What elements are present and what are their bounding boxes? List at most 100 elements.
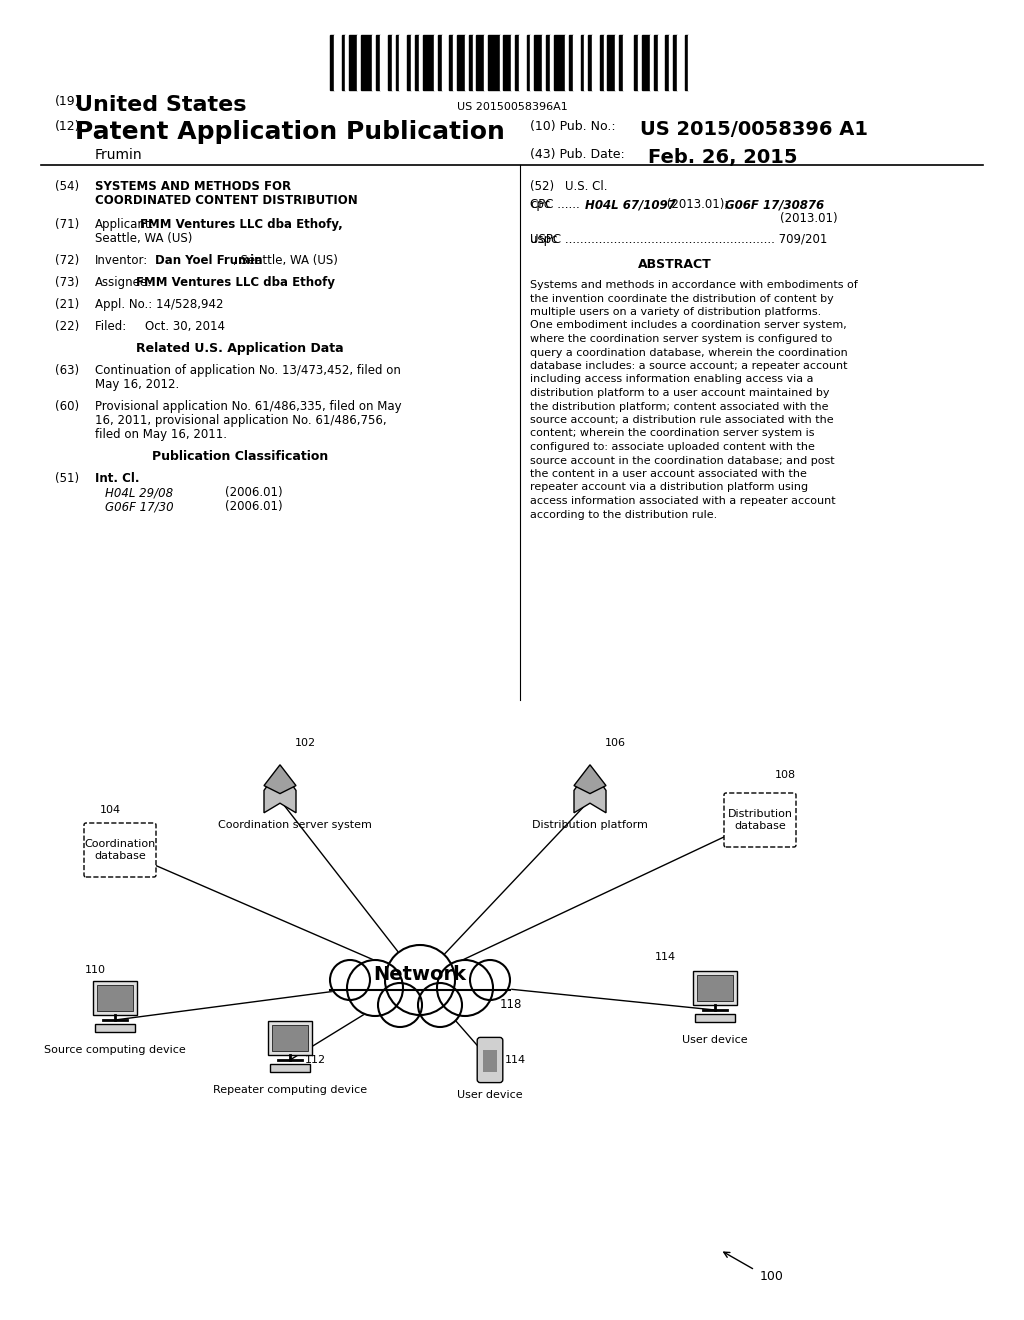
Bar xyxy=(92,981,137,1015)
Circle shape xyxy=(470,960,510,1001)
Text: 118: 118 xyxy=(500,998,522,1011)
Bar xyxy=(620,36,623,90)
Bar xyxy=(519,36,526,90)
Text: including access information enabling access via a: including access information enabling ac… xyxy=(530,375,813,384)
Bar xyxy=(546,36,550,90)
Text: access information associated with a repeater account: access information associated with a rep… xyxy=(530,496,836,506)
Text: Applicant:: Applicant: xyxy=(95,218,155,231)
Bar xyxy=(526,36,530,90)
Text: multiple users on a variety of distribution platforms.: multiple users on a variety of distribut… xyxy=(530,308,821,317)
Text: 110: 110 xyxy=(85,965,106,975)
Text: 112: 112 xyxy=(305,1055,326,1065)
Bar xyxy=(380,36,388,90)
Text: (2013.01);: (2013.01); xyxy=(663,198,732,211)
Bar xyxy=(504,36,511,90)
Text: Repeater computing device: Repeater computing device xyxy=(213,1085,367,1096)
Text: Systems and methods in accordance with embodiments of: Systems and methods in accordance with e… xyxy=(530,280,858,290)
Bar xyxy=(342,36,345,90)
Bar xyxy=(511,36,515,90)
Bar xyxy=(483,1051,497,1072)
Bar xyxy=(550,36,554,90)
Polygon shape xyxy=(264,768,296,813)
Bar xyxy=(653,36,657,90)
Text: (51): (51) xyxy=(55,473,79,484)
Bar xyxy=(357,36,360,90)
Text: filed on May 16, 2011.: filed on May 16, 2011. xyxy=(95,428,227,441)
Bar xyxy=(267,1022,312,1055)
Text: the distribution platform; content associated with the: the distribution platform; content assoc… xyxy=(530,401,828,412)
Bar xyxy=(642,36,650,90)
Bar xyxy=(419,36,423,90)
Bar xyxy=(530,36,535,90)
Text: (73): (73) xyxy=(55,276,79,289)
Bar xyxy=(488,36,500,90)
Bar xyxy=(588,36,592,90)
Bar xyxy=(484,36,488,90)
Bar xyxy=(650,36,653,90)
Bar xyxy=(635,36,638,90)
Text: Int. Cl.: Int. Cl. xyxy=(95,473,139,484)
Bar xyxy=(330,36,334,90)
Text: ABSTRACT: ABSTRACT xyxy=(638,257,712,271)
Circle shape xyxy=(378,983,422,1027)
Bar xyxy=(376,36,380,90)
Text: User device: User device xyxy=(457,1090,523,1100)
Bar xyxy=(607,36,615,90)
Polygon shape xyxy=(264,764,296,793)
Bar xyxy=(695,1014,735,1022)
Text: US 2015/0058396 A1: US 2015/0058396 A1 xyxy=(640,120,868,139)
Text: the content in a user account associated with the: the content in a user account associated… xyxy=(530,469,807,479)
Text: May 16, 2012.: May 16, 2012. xyxy=(95,378,179,391)
Text: content; wherein the coordination server system is: content; wherein the coordination server… xyxy=(530,429,814,438)
Bar xyxy=(411,36,415,90)
Text: source account; a distribution rule associated with the: source account; a distribution rule asso… xyxy=(530,414,834,425)
Bar xyxy=(373,36,376,90)
Bar xyxy=(542,36,546,90)
Text: SYSTEMS AND METHODS FOR: SYSTEMS AND METHODS FOR xyxy=(95,180,291,193)
Bar xyxy=(535,36,542,90)
Polygon shape xyxy=(574,764,606,793)
Text: 102: 102 xyxy=(295,738,316,748)
Text: (12): (12) xyxy=(55,120,81,133)
Text: (21): (21) xyxy=(55,298,79,312)
Bar xyxy=(638,36,642,90)
Bar xyxy=(677,36,685,90)
Text: One embodiment includes a coordination server system,: One embodiment includes a coordination s… xyxy=(530,321,847,330)
Bar xyxy=(500,36,504,90)
Text: Assignee:: Assignee: xyxy=(95,276,153,289)
Bar xyxy=(391,36,395,90)
Bar xyxy=(572,36,581,90)
Text: G06F 17/30: G06F 17/30 xyxy=(105,500,174,513)
Text: Frumin: Frumin xyxy=(95,148,142,162)
FancyBboxPatch shape xyxy=(84,822,156,876)
Bar xyxy=(692,972,737,1005)
Bar xyxy=(388,36,391,90)
Text: Seattle, WA (US): Seattle, WA (US) xyxy=(95,232,193,246)
Bar xyxy=(600,36,603,90)
Bar xyxy=(399,36,408,90)
Bar xyxy=(569,36,572,90)
Bar xyxy=(96,986,133,1011)
Text: cpc: cpc xyxy=(530,198,550,211)
FancyBboxPatch shape xyxy=(477,1038,503,1082)
Text: USPC ........................................................ 709/201: USPC ...................................… xyxy=(530,234,827,246)
Text: Dan Yoel Frumin: Dan Yoel Frumin xyxy=(155,253,262,267)
Text: User device: User device xyxy=(682,1035,748,1045)
Bar xyxy=(423,36,434,90)
Text: (72): (72) xyxy=(55,253,79,267)
Text: Related U.S. Application Data: Related U.S. Application Data xyxy=(136,342,344,355)
Text: Feb. 26, 2015: Feb. 26, 2015 xyxy=(648,148,798,168)
Bar xyxy=(457,36,465,90)
Text: configured to: associate uploaded content with the: configured to: associate uploaded conten… xyxy=(530,442,815,451)
Circle shape xyxy=(385,945,455,1015)
Text: (2013.01): (2013.01) xyxy=(780,213,838,224)
Bar xyxy=(270,1064,310,1072)
Bar xyxy=(345,36,349,90)
Text: database includes: a source account; a repeater account: database includes: a source account; a r… xyxy=(530,360,848,371)
Text: Source computing device: Source computing device xyxy=(44,1045,186,1055)
Bar xyxy=(434,36,438,90)
Text: (10) Pub. No.:: (10) Pub. No.: xyxy=(530,120,615,133)
Text: FMM Ventures LLC dba Ethofy: FMM Ventures LLC dba Ethofy xyxy=(135,276,335,289)
Text: (43) Pub. Date:: (43) Pub. Date: xyxy=(530,148,625,161)
Circle shape xyxy=(437,960,493,1016)
